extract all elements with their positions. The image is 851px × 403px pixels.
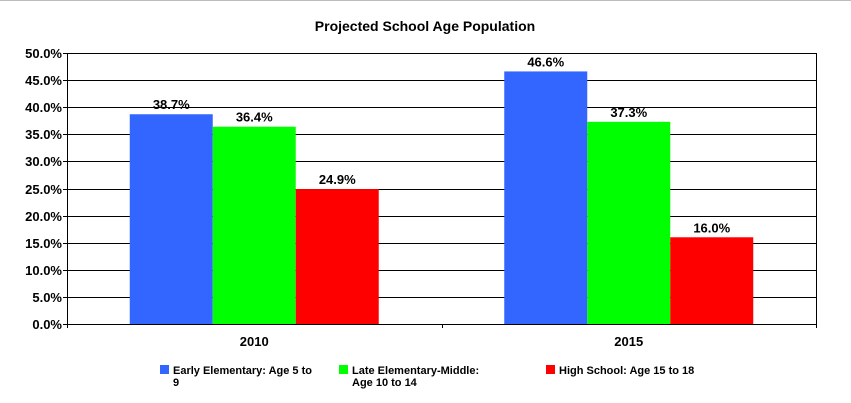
data-label: 16.0% — [693, 220, 730, 235]
legend-swatch — [339, 365, 348, 374]
y-tick-label: 35.0% — [25, 127, 62, 142]
y-tick-label: 15.0% — [25, 236, 62, 251]
data-label: 24.9% — [319, 172, 356, 187]
bar — [212, 126, 296, 324]
x-tick-label: 2015 — [614, 334, 643, 349]
legend-swatch — [160, 365, 169, 374]
y-tick-label: 40.0% — [25, 100, 62, 115]
data-label: 38.7% — [153, 97, 190, 112]
legend: Early Elementary: Age 5 to9 Late Elementa… — [160, 365, 694, 389]
y-tick-label: 25.0% — [25, 182, 62, 197]
x-axis-ticks: 2010 2015 — [67, 324, 817, 349]
y-tick-label: 45.0% — [25, 73, 62, 88]
data-label: 36.4% — [236, 110, 273, 125]
bar — [587, 121, 671, 324]
bar — [504, 71, 588, 324]
bars — [129, 71, 754, 324]
chart-title: Projected School Age Population — [315, 18, 535, 34]
bar — [670, 237, 754, 324]
y-tick-label: 5.0% — [32, 290, 62, 305]
x-tick-label: 2010 — [240, 334, 269, 349]
y-tick-label: 10.0% — [25, 263, 62, 278]
legend-label: Early Elementary: Age 5 to — [173, 365, 312, 377]
bar — [129, 114, 213, 324]
legend-swatch — [546, 365, 555, 374]
y-tick-label: 0.0% — [32, 317, 62, 332]
data-labels: 38.7% 36.4% 24.9% 46.6% 37.3% 16.0% — [153, 54, 731, 235]
legend-label: High School: Age 15 to 18 — [559, 365, 694, 377]
y-tick-label: 20.0% — [25, 209, 62, 224]
legend-label: Late Elementary-Middle: — [352, 365, 479, 377]
data-label: 37.3% — [610, 105, 647, 120]
legend-label: Age 10 to 14 — [352, 377, 418, 389]
legend-label: 9 — [173, 377, 179, 389]
y-tick-label: 30.0% — [25, 154, 62, 169]
data-label: 46.6% — [527, 54, 564, 69]
bar — [295, 189, 379, 324]
y-axis-ticks: 0.0% 5.0% 10.0% 15.0% 20.0% 25.0% 30.0% 35.0% 40… — [25, 46, 67, 332]
y-tick-label: 50.0% — [25, 46, 62, 61]
